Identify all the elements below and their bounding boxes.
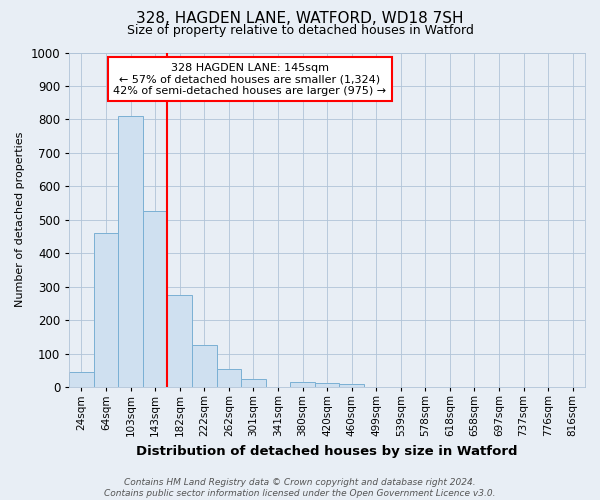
- Bar: [94, 233, 118, 387]
- Text: 328, HAGDEN LANE, WATFORD, WD18 7SH: 328, HAGDEN LANE, WATFORD, WD18 7SH: [136, 11, 464, 26]
- X-axis label: Distribution of detached houses by size in Watford: Distribution of detached houses by size …: [136, 444, 518, 458]
- Bar: [217, 368, 241, 387]
- Bar: [290, 382, 315, 387]
- Text: 328 HAGDEN LANE: 145sqm
← 57% of detached houses are smaller (1,324)
42% of semi: 328 HAGDEN LANE: 145sqm ← 57% of detache…: [113, 62, 386, 96]
- Bar: [340, 384, 364, 387]
- Bar: [167, 295, 192, 387]
- Bar: [315, 383, 340, 387]
- Bar: [69, 372, 94, 387]
- Y-axis label: Number of detached properties: Number of detached properties: [15, 132, 25, 308]
- Bar: [143, 212, 167, 387]
- Bar: [192, 346, 217, 387]
- Text: Size of property relative to detached houses in Watford: Size of property relative to detached ho…: [127, 24, 473, 37]
- Text: Contains HM Land Registry data © Crown copyright and database right 2024.
Contai: Contains HM Land Registry data © Crown c…: [104, 478, 496, 498]
- Bar: [118, 116, 143, 387]
- Bar: [241, 378, 266, 387]
